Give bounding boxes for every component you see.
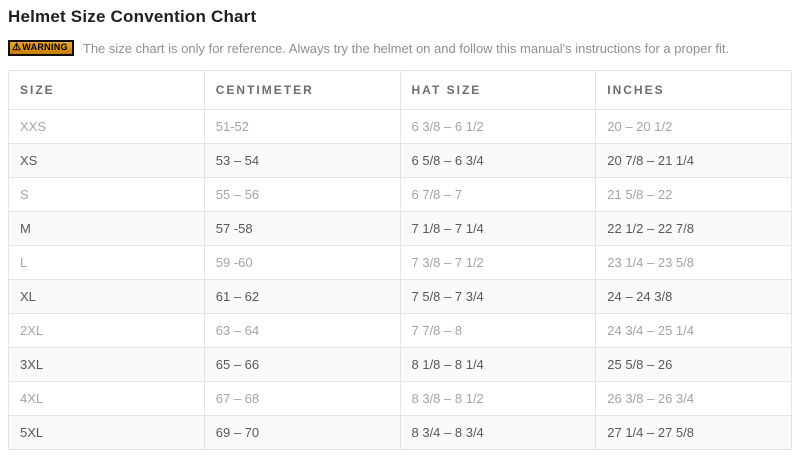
cell-inches: 23 1/4 – 23 5/8: [595, 245, 792, 280]
cell-inches: 21 5/8 – 22: [595, 177, 792, 212]
column-header-inches: INCHES: [595, 70, 792, 110]
cell-centimeter: 53 – 54: [203, 143, 401, 178]
page: Helmet Size Convention Chart ⚠ WARNING T…: [8, 7, 792, 450]
cell-size: M: [8, 211, 205, 246]
cell-size: XS: [8, 143, 205, 178]
cell-centimeter: 59 -60: [203, 245, 401, 280]
cell-centimeter: 63 – 64: [203, 313, 401, 348]
cell-centimeter: 51-52: [203, 109, 401, 144]
warning-text: The size chart is only for reference. Al…: [82, 40, 730, 56]
table-row: L 59 -60 7 3/8 – 7 1/2 23 1/4 – 23 5/8: [8, 245, 792, 280]
cell-centimeter: 57 -58: [203, 211, 401, 246]
page-title: Helmet Size Convention Chart: [8, 7, 257, 26]
cell-inches: 27 1/4 – 27 5/8: [595, 415, 792, 450]
table-row: XS 53 – 54 6 5/8 – 6 3/4 20 7/8 – 21 1/4: [8, 143, 792, 178]
cell-inches: 20 – 20 1/2: [595, 109, 792, 144]
cell-inches: 25 5/8 – 26: [595, 347, 792, 382]
warning-badge: ⚠ WARNING: [8, 40, 74, 56]
cell-centimeter: 61 – 62: [203, 279, 401, 314]
cell-inches: 24 3/4 – 25 1/4: [595, 313, 792, 348]
table-row: 2XL 63 – 64 7 7/8 – 8 24 3/4 – 25 1/4: [8, 313, 792, 348]
cell-size: XL: [8, 279, 205, 314]
cell-inches: 20 7/8 – 21 1/4: [595, 143, 792, 178]
cell-inches: 22 1/2 – 22 7/8: [595, 211, 792, 246]
cell-size: 3XL: [8, 347, 205, 382]
cell-hat-size: 7 7/8 – 8: [399, 313, 597, 348]
table-row: 5XL 69 – 70 8 3/4 – 8 3/4 27 1/4 – 27 5/8: [8, 415, 792, 450]
warning-triangle-icon: ⚠: [12, 42, 22, 53]
cell-size: S: [8, 177, 205, 212]
cell-size: XXS: [8, 109, 205, 144]
cell-hat-size: 6 7/8 – 7: [399, 177, 597, 212]
table-row: S 55 – 56 6 7/8 – 7 21 5/8 – 22: [8, 177, 792, 212]
table-body: XXS 51-52 6 3/8 – 6 1/2 20 – 20 1/2 XS 53 – 5…: [8, 109, 792, 450]
cell-hat-size: 7 5/8 – 7 3/4: [399, 279, 597, 314]
cell-hat-size: 6 3/8 – 6 1/2: [399, 109, 597, 144]
cell-inches: 26 3/8 – 26 3/4: [595, 381, 792, 416]
cell-centimeter: 65 – 66: [203, 347, 401, 382]
cell-hat-size: 8 3/8 – 8 1/2: [399, 381, 597, 416]
table-row: XL 61 – 62 7 5/8 – 7 3/4 24 – 24 3/8: [8, 279, 792, 314]
column-header-hat-size: HAT SIZE: [399, 70, 597, 110]
column-header-centimeter: CENTIMETER: [203, 70, 401, 110]
table-row: 3XL 65 – 66 8 1/8 – 8 1/4 25 5/8 – 26: [8, 347, 792, 382]
size-table: SIZE CENTIMETER HAT SIZE INCHES XXS 51-52…: [8, 70, 792, 450]
table-row: XXS 51-52 6 3/8 – 6 1/2 20 – 20 1/2: [8, 109, 792, 144]
cell-centimeter: 69 – 70: [203, 415, 401, 450]
cell-size: 5XL: [8, 415, 205, 450]
cell-hat-size: 8 1/8 – 8 1/4: [399, 347, 597, 382]
cell-centimeter: 55 – 56: [203, 177, 401, 212]
cell-centimeter: 67 – 68: [203, 381, 401, 416]
cell-size: 4XL: [8, 381, 205, 416]
column-header-size: SIZE: [8, 70, 205, 110]
cell-size: 2XL: [8, 313, 205, 348]
cell-size: L: [8, 245, 205, 280]
cell-inches: 24 – 24 3/8: [595, 279, 792, 314]
table-row: M 57 -58 7 1/8 – 7 1/4 22 1/2 – 22 7/8: [8, 211, 792, 246]
warning-row: ⚠ WARNING The size chart is only for ref…: [8, 40, 792, 56]
header-row: SIZE CENTIMETER HAT SIZE INCHES: [8, 70, 792, 110]
cell-hat-size: 8 3/4 – 8 3/4: [399, 415, 597, 450]
cell-hat-size: 6 5/8 – 6 3/4: [399, 143, 597, 178]
cell-hat-size: 7 1/8 – 7 1/4: [399, 211, 597, 246]
size-table-header: SIZE CENTIMETER HAT SIZE INCHES: [8, 70, 792, 110]
table-row: 4XL 67 – 68 8 3/8 – 8 1/2 26 3/8 – 26 3/4: [8, 381, 792, 416]
warning-badge-label: WARNING: [22, 42, 68, 53]
cell-hat-size: 7 3/8 – 7 1/2: [399, 245, 597, 280]
